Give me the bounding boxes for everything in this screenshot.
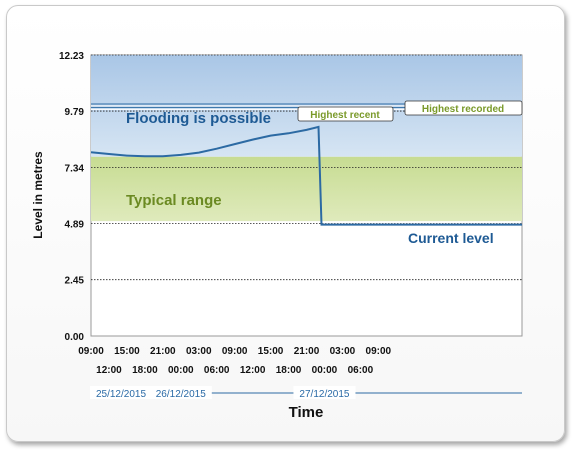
- x-tick-label: 00:00: [168, 365, 194, 376]
- x-tick-label: 18:00: [276, 365, 302, 376]
- x-tick-label: 21:00: [294, 346, 320, 357]
- y-axis-label: Level in metres: [31, 151, 45, 239]
- date-label-bg: [149, 386, 212, 399]
- y-axis-ticks: 0.00 2.45 4.89 7.34 9.79 12.23: [59, 51, 84, 343]
- x-tick-label: 06:00: [348, 365, 374, 376]
- y-tick-label: 4.89: [65, 220, 85, 231]
- date-label: 25/12/2015: [96, 389, 146, 400]
- x-tick-label: 15:00: [258, 346, 284, 357]
- date-label-bg: [90, 386, 152, 399]
- y-tick-label: 7.34: [65, 163, 85, 174]
- x-tick-label: 00:00: [312, 365, 338, 376]
- current-level-label: Current level: [408, 230, 494, 246]
- x-tick-label: 03:00: [186, 346, 212, 357]
- x-tick-label: 03:00: [330, 346, 356, 357]
- x-tick-label: 09:00: [78, 346, 104, 357]
- x-tick-label: 12:00: [96, 365, 122, 376]
- typical-range-band: [91, 156, 522, 222]
- x-tick-label: 21:00: [150, 346, 176, 357]
- highest-recent-text: Highest recent: [310, 110, 380, 121]
- highest-recorded-label: Highest recorded: [404, 100, 523, 116]
- x-axis-ticks: 09:00 15:00 21:00 03:00 09:00 15:00 21:00 03:00…: [78, 346, 391, 376]
- y-tick-label: 2.45: [65, 276, 85, 287]
- date-bar: 25/12/2015 26/12/2015 27/12/2015: [90, 386, 522, 400]
- x-tick-label: 18:00: [132, 365, 158, 376]
- date-label: 26/12/2015: [156, 389, 206, 400]
- x-tick-label: 12:00: [240, 365, 266, 376]
- x-tick-label: 06:00: [204, 365, 230, 376]
- highest-recorded-text: Highest recorded: [422, 104, 504, 115]
- date-label-bg: [293, 386, 356, 399]
- date-label: 27/12/2015: [299, 389, 349, 400]
- band-label-typical: Typical range: [126, 192, 222, 209]
- series-line-level: [90, 125, 522, 226]
- y-tick-label: 12.23: [59, 51, 84, 62]
- x-tick-label: 09:00: [366, 346, 392, 357]
- y-tick-label: 9.79: [65, 107, 85, 118]
- x-tick-label: 15:00: [114, 346, 140, 357]
- band-label-flooding: Flooding is possible: [126, 110, 271, 127]
- y-tick-label: 0.00: [65, 332, 85, 343]
- x-tick-label: 09:00: [222, 346, 248, 357]
- highest-recent-label: Highest recent: [297, 106, 394, 122]
- x-axis-label: Time: [289, 404, 324, 421]
